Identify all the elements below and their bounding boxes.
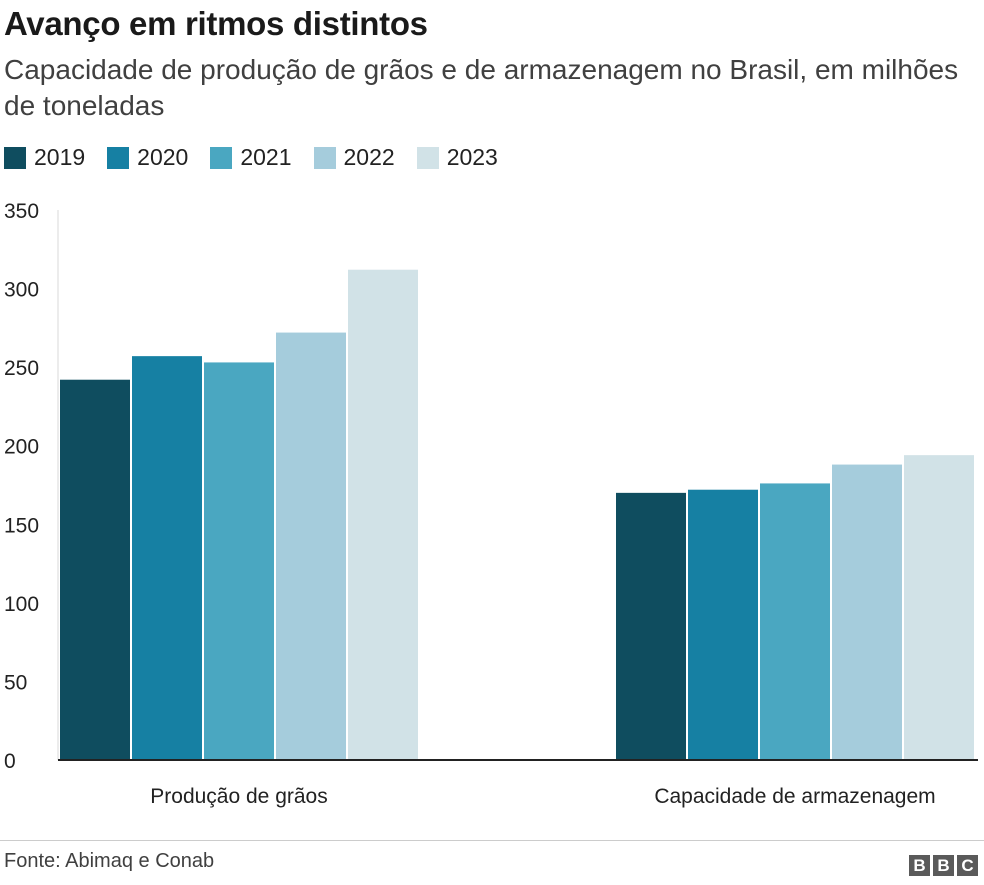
y-tick-label: 350: [4, 200, 39, 223]
legend-label: 2023: [446, 144, 498, 170]
bar-2021-producao: [204, 362, 274, 760]
logo-letter: C: [957, 855, 978, 876]
bar-2023-producao: [348, 269, 418, 760]
bbc-logo: B B C: [909, 855, 978, 876]
bar-2019-producao: [60, 379, 130, 760]
y-tick-label: 0: [4, 750, 16, 773]
legend-item-2020: 2020: [107, 144, 188, 171]
y-tick-label: 250: [4, 357, 39, 380]
logo-letter: B: [909, 855, 930, 876]
bar-2023-armazenagem: [904, 455, 974, 760]
legend-swatch: [210, 146, 233, 169]
bar-2021-armazenagem: [760, 483, 830, 760]
legend-item-2021: 2021: [210, 144, 292, 171]
y-tick-label: 300: [4, 279, 39, 302]
legend-item-2019: 2019: [4, 144, 85, 171]
chart-subtitle: Capacidade de produção de grãos e de arm…: [4, 54, 959, 121]
footer-divider: [0, 840, 984, 841]
source-note: Fonte: Abimaq e Conab: [4, 850, 215, 872]
legend-label: 2021: [240, 144, 292, 170]
legend-label: 2020: [137, 144, 189, 170]
x-category-label: Produção de grãos: [150, 785, 327, 808]
legend-swatch: [416, 146, 439, 169]
bar-2022-armazenagem: [832, 464, 902, 760]
chart-title: Avanço em ritmos distintos: [4, 5, 428, 42]
logo-letter: B: [933, 855, 954, 876]
y-tick-label: 50: [4, 671, 27, 694]
legend-swatch: [313, 146, 336, 169]
y-tick-label: 200: [4, 436, 39, 459]
legend-label: 2022: [343, 144, 395, 170]
x-category-label: Capacidade de armazenagem: [654, 785, 935, 808]
y-tick-label: 100: [4, 593, 39, 616]
bar-2022-producao: [276, 332, 346, 760]
legend: 2019 2020 2021 2022 2023: [4, 144, 520, 171]
legend-label: 2019: [34, 144, 86, 170]
legend-swatch: [107, 146, 130, 169]
bar-2019-armazenagem: [616, 492, 686, 760]
bar-2020-armazenagem: [688, 489, 758, 760]
legend-swatch: [4, 146, 26, 169]
y-tick-label: 150: [4, 514, 39, 537]
legend-item-2023: 2023: [416, 144, 498, 171]
bar-2020-producao: [132, 356, 202, 760]
legend-item-2022: 2022: [313, 144, 395, 171]
bar-chart: 0 50 100 150 200 250 300 350 Produção de grãos Ca…: [4, 200, 978, 808]
